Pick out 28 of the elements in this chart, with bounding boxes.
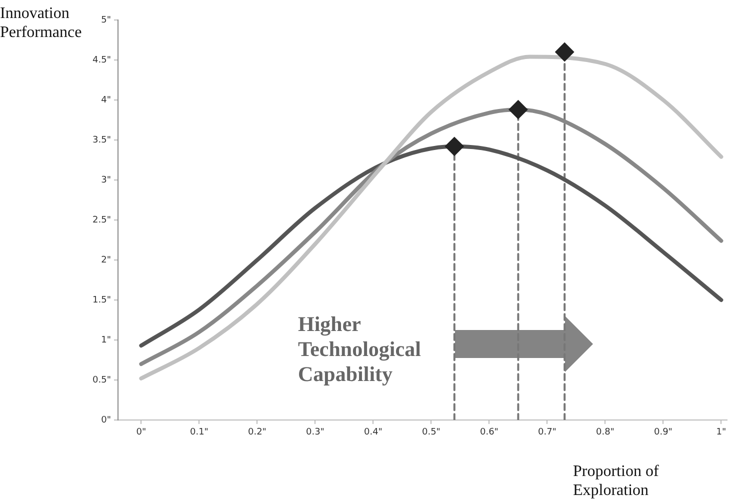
point [508,100,528,120]
y-tick-label: 2.5" [92,215,111,226]
x-tick-label: 0.5" [422,428,440,438]
x-tick-label: 1" [716,428,726,438]
y-tick-label: 0" [101,415,111,426]
x-tick-label: 0.3" [306,428,324,438]
annotation: Higher Technological Capability [298,312,422,387]
x-tick-label: 0" [136,428,146,438]
x-tick-label: 0.8" [596,428,614,438]
y-tick-label: 5" [101,15,111,26]
point [555,42,574,62]
y-tick-label: 3.5" [92,135,111,146]
y-tick-label: 1" [101,335,111,346]
y-tick-label: 3" [101,175,111,186]
y-axis-title: Innovation Performance [0,5,82,41]
y-tick-label: 1.5" [92,295,111,306]
x-tick-label: 0.1" [190,428,208,438]
x-tick-label: 0.6" [480,428,498,438]
x-axis-title: Proportion of Exploration [573,462,660,499]
y-tick-label: 0.5" [92,375,111,386]
y-tick-label: 4" [101,95,111,106]
y-tick-label: 4.5" [92,55,111,66]
point [444,136,464,156]
x-tick-label: 0.2" [248,428,266,438]
y-tick-label: 2" [101,255,111,266]
x-tick-label: 0.9" [654,428,672,438]
x-tick-label: 0.7" [538,428,556,438]
x-tick-label: 0.4" [364,428,382,438]
